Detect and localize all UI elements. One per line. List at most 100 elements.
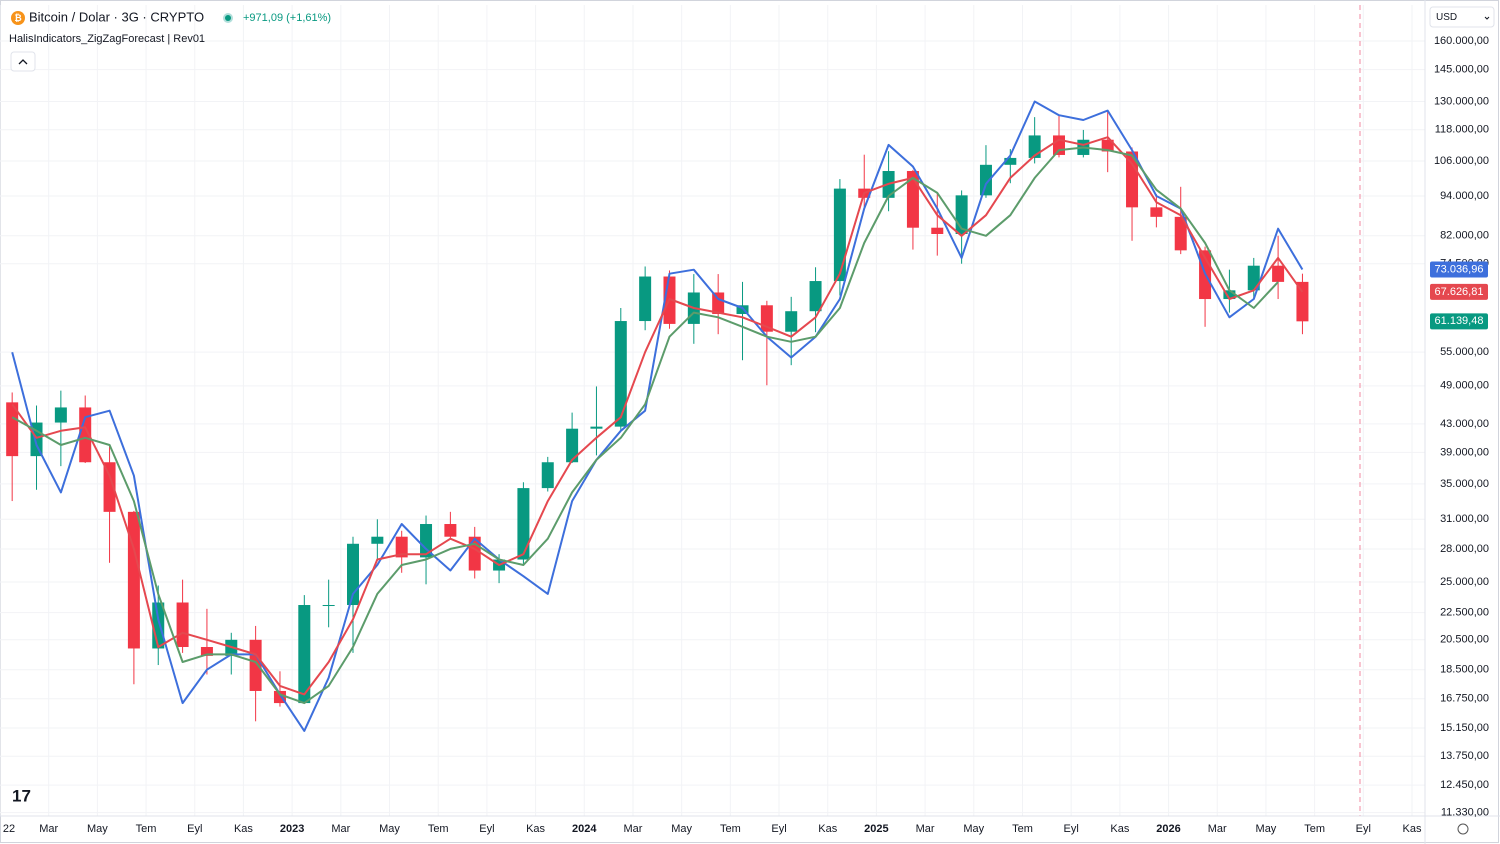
y-tick-label: 20.500,00 bbox=[1440, 634, 1489, 646]
candle-body bbox=[79, 407, 92, 463]
candle-body bbox=[1247, 265, 1260, 291]
price-change: +971,09 (+1,61%) bbox=[243, 12, 331, 24]
candle-body bbox=[1223, 290, 1236, 300]
candle-body bbox=[1174, 216, 1187, 251]
x-tick-label: Tem bbox=[720, 823, 741, 835]
candle-body bbox=[906, 171, 919, 228]
tv-logo: 17 bbox=[12, 786, 31, 805]
x-tick-label: Tem bbox=[136, 823, 157, 835]
candle-body bbox=[103, 462, 116, 512]
x-tick-label: Tem bbox=[1012, 823, 1033, 835]
last-price-label: 61.139,48 bbox=[1435, 315, 1484, 327]
x-tick-label: May bbox=[379, 823, 400, 835]
y-tick-label: 22.500,00 bbox=[1440, 607, 1489, 619]
y-tick-label: 35.000,00 bbox=[1440, 478, 1489, 490]
x-tick-label: Mar bbox=[916, 823, 935, 835]
currency-button[interactable] bbox=[1429, 6, 1495, 28]
y-tick-label: 43.000,00 bbox=[1440, 418, 1489, 430]
x-tick-label: Mar bbox=[1208, 823, 1227, 835]
candle-body bbox=[1126, 151, 1139, 208]
candle-body bbox=[395, 536, 408, 558]
candle-body bbox=[176, 602, 189, 648]
candle-body bbox=[541, 462, 554, 489]
candle-body bbox=[127, 511, 140, 649]
candle-body bbox=[1296, 281, 1309, 322]
candle-body bbox=[712, 292, 725, 314]
candle-body bbox=[931, 227, 944, 234]
btc-icon-glyph: ₿ bbox=[14, 13, 21, 23]
chart-title: Bitcoin / Dolar · 3G · CRYPTO bbox=[29, 9, 204, 24]
y-tick-label: 160.000,00 bbox=[1434, 35, 1489, 47]
x-tick-label: 2026 bbox=[1156, 823, 1180, 835]
last-price-label-box bbox=[1430, 313, 1488, 330]
indicator-line bbox=[11, 146, 1279, 705]
btc-icon bbox=[11, 11, 25, 25]
y-tick-label: 55.000,00 bbox=[1440, 346, 1489, 358]
x-tick-label: Eyl bbox=[1356, 823, 1371, 835]
x-tick-label: Kas bbox=[1110, 823, 1129, 835]
x-tick-label: Eyl bbox=[1064, 823, 1079, 835]
y-tick-label: 31.000,00 bbox=[1440, 513, 1489, 525]
x-tick-label: Tem bbox=[428, 823, 449, 835]
candle-body bbox=[736, 305, 749, 314]
currency-caret bbox=[1484, 16, 1490, 20]
x-tick-label: May bbox=[1256, 823, 1277, 835]
y-tick-label: 28.000,00 bbox=[1440, 543, 1489, 555]
candle-body bbox=[1004, 157, 1017, 165]
candle-body bbox=[833, 188, 846, 282]
candle-body bbox=[1101, 139, 1114, 152]
candle-body bbox=[566, 428, 579, 463]
x-tick-label: May bbox=[963, 823, 984, 835]
candle-body bbox=[614, 321, 627, 427]
series-price-label: 73.036,96 bbox=[1435, 263, 1484, 275]
series-price-label: 67.626,81 bbox=[1435, 286, 1484, 298]
x-tick-label: Kas bbox=[818, 823, 837, 835]
x-tick-label: May bbox=[87, 823, 108, 835]
indicator-line bbox=[11, 100, 1304, 732]
y-tick-label: 15.150,00 bbox=[1440, 722, 1489, 734]
grid bbox=[0, 5, 1425, 816]
collapse-icon bbox=[18, 59, 28, 65]
candle-body bbox=[1028, 135, 1041, 158]
y-tick-label: 25.000,00 bbox=[1440, 576, 1489, 588]
x-tick-label: Eyl bbox=[771, 823, 786, 835]
y-tick-label: 39.000,00 bbox=[1440, 446, 1489, 458]
x-tick-label: 2025 bbox=[864, 823, 888, 835]
candle-body bbox=[200, 647, 213, 656]
candle-body bbox=[1150, 207, 1163, 217]
y-tick-label: 13.750,00 bbox=[1440, 750, 1489, 762]
candle-body bbox=[1053, 135, 1065, 155]
x-tick-label: Eyl bbox=[187, 823, 202, 835]
x-tick-label: Mar bbox=[623, 823, 642, 835]
settings-icon[interactable] bbox=[1457, 823, 1469, 835]
candle-body bbox=[639, 276, 652, 322]
candle-body bbox=[249, 639, 262, 691]
candle-body bbox=[979, 164, 992, 196]
collapse-button[interactable] bbox=[10, 51, 36, 72]
candle-body bbox=[6, 402, 19, 457]
candle-body bbox=[444, 524, 457, 537]
candle-body bbox=[322, 605, 335, 607]
candle-body bbox=[152, 602, 165, 649]
x-tick-label: Eyl bbox=[479, 823, 494, 835]
y-tick-label: 49.000,00 bbox=[1440, 380, 1489, 392]
candle-body bbox=[420, 524, 433, 558]
x-tick-label: Tem bbox=[1304, 823, 1325, 835]
plot bbox=[6, 100, 1309, 732]
candle-body bbox=[298, 605, 311, 704]
y-tick-label: 118.000,00 bbox=[1435, 124, 1489, 136]
x-tick-label: Kas bbox=[526, 823, 545, 835]
x-tick-label: Mar bbox=[331, 823, 350, 835]
indicator-line bbox=[11, 136, 1304, 696]
x-tick-label: 2024 bbox=[572, 823, 597, 835]
candle-body bbox=[371, 536, 384, 544]
x-tick-label: May bbox=[671, 823, 692, 835]
series-price-label-box bbox=[1430, 283, 1488, 300]
candle-body bbox=[809, 281, 822, 312]
y-tick-label: 16.750,00 bbox=[1440, 693, 1489, 705]
y-tick-label: 145.000,00 bbox=[1434, 64, 1489, 76]
candle-body bbox=[1272, 265, 1285, 282]
candle-body bbox=[517, 488, 530, 560]
